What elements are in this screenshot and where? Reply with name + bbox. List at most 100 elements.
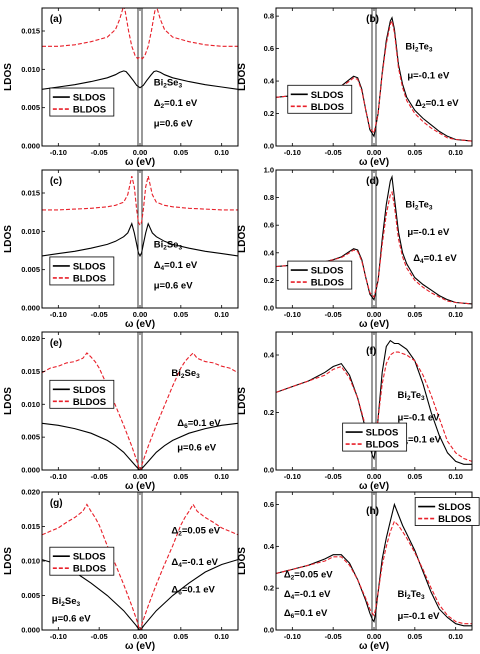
- legend-label-bldos: BLDOS: [438, 514, 471, 525]
- legend-label-bldos: BLDOS: [73, 105, 106, 116]
- y-tick-label: 0.005: [21, 265, 40, 274]
- legend-box: [287, 84, 353, 114]
- x-axis-label: ω (eV): [359, 319, 389, 330]
- x-tick-label: 0.00: [367, 310, 382, 319]
- series-bldos: [276, 190, 472, 305]
- y-tick-label: 0.015: [21, 27, 40, 36]
- panel-label: (c): [50, 176, 62, 187]
- legend-label-bldos: BLDOS: [73, 397, 106, 408]
- x-tick-label: -0.05: [91, 310, 108, 319]
- x-axis-label: ω (eV): [125, 641, 155, 652]
- legend-box: [287, 260, 353, 290]
- annotation: Bi2Se3: [171, 368, 200, 380]
- y-tick-label: 0.8: [264, 12, 274, 21]
- x-tick-label: 0.05: [174, 310, 189, 319]
- x-tick-label: -0.10: [284, 310, 301, 319]
- x-tick-label: -0.05: [325, 310, 342, 319]
- x-axis-label: ω (eV): [125, 319, 155, 330]
- y-tick-label: 0.000: [21, 626, 40, 635]
- y-tick-label: 0.4: [264, 77, 275, 86]
- legend-label-sldos: SLDOS: [438, 502, 471, 513]
- y-tick-label: 0.015: [21, 367, 40, 376]
- x-tick-label: 0.00: [133, 472, 148, 481]
- annotation: μ=0.6 eV: [52, 614, 91, 625]
- legend-label-bldos: BLDOS: [366, 440, 399, 451]
- x-tick-label: 0.05: [174, 148, 189, 157]
- x-tick-label: 0.10: [214, 310, 229, 319]
- series-sldos: [276, 502, 472, 627]
- annotation: Δ2=0.05 eV: [284, 570, 333, 582]
- x-tick-label: -0.10: [50, 148, 67, 157]
- y-axis-label: LDOS: [3, 225, 14, 253]
- y-axis-label: LDOS: [237, 387, 248, 415]
- x-axis-label: ω (eV): [359, 641, 389, 652]
- y-tick-label: 0.005: [21, 433, 40, 442]
- panel-label: (b): [366, 14, 379, 25]
- panel-label: (d): [366, 176, 379, 187]
- x-tick-label: -0.05: [91, 632, 108, 641]
- annotation: Bi2Te3: [405, 41, 433, 53]
- x-tick-label: -0.10: [50, 632, 67, 641]
- y-tick-label: 0.2: [264, 109, 274, 118]
- x-axis-label: ω (eV): [125, 157, 155, 168]
- annotation: Δ4=-0.1 eV: [284, 589, 331, 601]
- x-tick-label: -0.10: [284, 472, 301, 481]
- legend-label-bldos: BLDOS: [73, 564, 106, 575]
- x-tick-label: 0.05: [408, 148, 423, 157]
- y-axis-label: LDOS: [237, 225, 248, 253]
- x-tick-label: -0.05: [325, 632, 342, 641]
- series-sldos: [42, 559, 238, 630]
- legend-label-sldos: SLDOS: [73, 552, 106, 563]
- x-tick-label: 0.00: [367, 632, 382, 641]
- x-tick-label: -0.10: [284, 632, 301, 641]
- series-sldos: [42, 422, 238, 470]
- x-tick-label: 0.10: [448, 310, 463, 319]
- panel-a: -0.10 -0.05 0.00 0.05 0.10 0.000 0.005 0.010 0.0…: [3, 7, 239, 168]
- panel-e: -0.10 -0.05 0.00 0.05 0.10 0.000 0.005 0.010 0.0…: [3, 331, 239, 492]
- y-tick-label: 0.2: [264, 584, 274, 593]
- y-tick-label: 0.6: [264, 221, 274, 230]
- y-tick-label: 0.015: [21, 189, 40, 198]
- x-tick-label: -0.05: [325, 148, 342, 157]
- y-tick-label: 0.005: [21, 103, 40, 112]
- y-tick-label: 0.010: [21, 65, 40, 74]
- x-tick-label: 0.10: [448, 472, 463, 481]
- panel-c: -0.10 -0.05 0.00 0.05 0.10 0.000 0.005 0.010 0.0…: [3, 169, 239, 330]
- x-axis-label: ω (eV): [359, 157, 389, 168]
- panel-f: -0.10 -0.05 0.00 0.05 0.10 0.0 0.2 0.4 ω (eV) LDO…: [237, 331, 473, 492]
- panel-d: -0.10 -0.05 0.00 0.05 0.10 0.0 0.2 0.4 0.6 0.8 1.0…: [237, 166, 473, 330]
- y-tick-label: 0.020: [21, 334, 40, 343]
- panel-label: (a): [50, 14, 62, 25]
- y-axis-label: LDOS: [3, 547, 14, 575]
- y-tick-label: 0.0: [264, 626, 274, 635]
- legend-box: [49, 87, 115, 117]
- series-sldos: [276, 339, 472, 465]
- y-tick-label: 0.6: [264, 500, 274, 509]
- y-tick-label: 0.000: [21, 304, 40, 313]
- x-tick-label: 0.05: [408, 310, 423, 319]
- annotation: Δ4=0.1 eV: [413, 253, 457, 265]
- y-axis-label: LDOS: [3, 387, 14, 415]
- series-sldos: [42, 222, 238, 258]
- x-axis-label: ω (eV): [125, 481, 155, 492]
- annotation: μ=-0.1 eV: [407, 70, 450, 81]
- x-tick-label: -0.10: [284, 148, 301, 157]
- panel-label: (e): [50, 338, 62, 349]
- panel-h: -0.10 -0.05 0.00 0.05 0.10 0.0 0.2 0.4 0.6 ω (eV)…: [237, 491, 480, 652]
- y-tick-label: 0.2: [264, 408, 274, 417]
- plot-frame: [41, 169, 239, 309]
- x-tick-label: 0.00: [367, 148, 382, 157]
- annotation: Bi2Se3: [154, 77, 183, 89]
- x-tick-label: -0.05: [91, 148, 108, 157]
- x-tick-label: 0.00: [367, 472, 382, 481]
- plot-frame: [41, 7, 239, 147]
- annotation: Δ4=-0.1 eV: [171, 557, 218, 569]
- x-tick-label: 0.10: [214, 472, 229, 481]
- series-bldos: [42, 352, 238, 470]
- annotation: Bi2Te3: [398, 390, 426, 402]
- annotation: μ=0.6 eV: [154, 281, 193, 292]
- panel-g: -0.10 -0.05 0.00 0.05 0.10 0.000 0.005 0.010 0.0…: [3, 488, 239, 652]
